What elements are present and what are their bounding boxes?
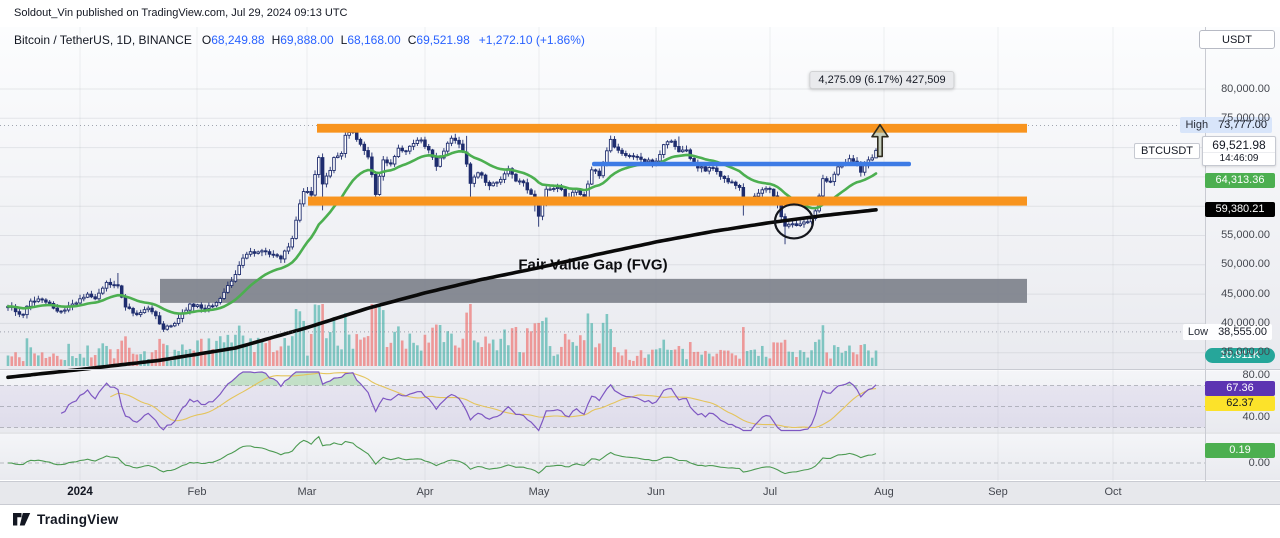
time-axis-label: Mar [297,486,317,498]
time-axis-label: Sep [988,486,1008,498]
chart-canvas[interactable]: Fair Value Gap (FVG) [0,27,1280,505]
time-axis-label: Jun [647,486,665,498]
ohlc-close-label: C [407,33,417,47]
tradingview-wordmark: TradingView [37,512,119,527]
footer-bar: TradingView [13,512,118,527]
ohlc-open-label: O [201,33,212,47]
ohlc-open-value: 68,249.88 [211,33,265,47]
ohlc-low-label: L [340,33,348,47]
price-range-annotation: 4,275.09 (6.17%) 427,509 [809,71,955,89]
symbol-title: Bitcoin / TetherUS, 1D, BINANCE [14,33,192,47]
chart-drawings [0,123,1205,333]
time-axis-label: May [528,486,550,498]
fvg-label: Fair Value Gap (FVG) [518,257,667,274]
time-axis-label: Oct [1104,486,1122,498]
symbol-legend: Bitcoin / TetherUS, 1D, BINANCE O68,249.8… [14,33,585,47]
time-axis-label: 2024 [67,486,93,498]
time-axis-label: Feb [187,486,207,498]
ohlc-high-value: 69,888.00 [280,33,334,47]
ohlc-low-value: 68,168.00 [347,33,401,47]
time-axis-label: Apr [416,486,434,498]
pane-backgrounds [0,27,1280,505]
time-axis-label: Jul [762,486,778,498]
fvg-rectangle [160,278,1027,303]
candlestick-series [6,125,878,380]
ohlc-close-value: 69,521.98 [416,33,470,47]
tradingview-logo-icon [13,513,31,526]
time-axis-label: Aug [874,486,894,498]
indicator-panes [0,371,1205,475]
attribution-bar: Soldout_Vin published on TradingView.com… [14,7,348,19]
time-axis[interactable]: 2024 Feb Mar Apr May Jun Jul Aug Sep Oct [0,481,1280,505]
change-value: +1,272.10 (+1.86%) [478,33,585,47]
currency-unit-button[interactable]: USDT [1199,30,1275,49]
chart-area[interactable]: Fair Value Gap (FVG) Bitcoin / TetherUS,… [0,27,1280,505]
ohlc-high-label: H [271,33,281,47]
